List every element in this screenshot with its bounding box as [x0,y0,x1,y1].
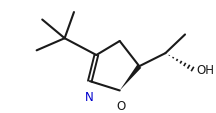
Text: O: O [116,99,125,112]
Text: OH: OH [196,64,214,77]
Text: N: N [84,90,93,103]
Polygon shape [120,65,141,91]
